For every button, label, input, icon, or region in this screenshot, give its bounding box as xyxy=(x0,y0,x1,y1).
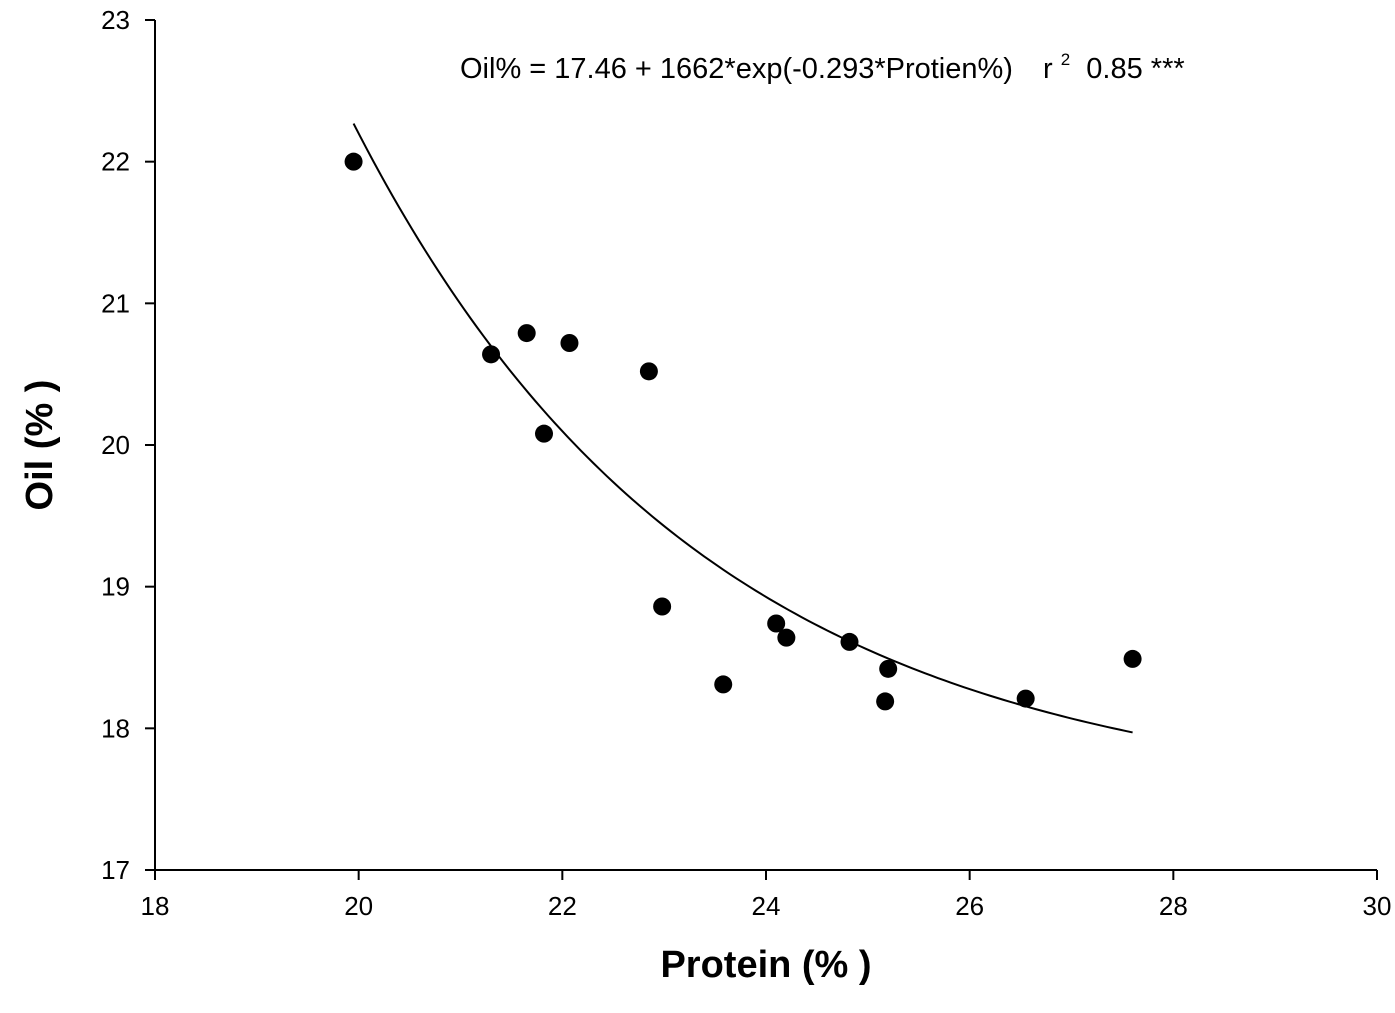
data-point-6 xyxy=(639,362,658,381)
x-tick-label-28: 28 xyxy=(1159,891,1188,921)
r-value: 0.85 *** xyxy=(1086,53,1184,85)
data-point-12 xyxy=(876,692,895,711)
data-point-1 xyxy=(344,152,363,171)
data-point-13 xyxy=(879,659,898,678)
data-point-5 xyxy=(560,334,579,352)
y-tick-label-21: 21 xyxy=(101,288,130,318)
x-tick-label-22: 22 xyxy=(548,891,577,921)
y-axis-title: Oil (% ) xyxy=(19,380,61,511)
y-tick-label-22: 22 xyxy=(101,147,130,177)
y-tick-label-19: 19 xyxy=(101,572,130,602)
x-tick-label-18: 18 xyxy=(141,891,170,921)
data-point-10 xyxy=(777,628,796,647)
data-point-3 xyxy=(517,324,536,343)
y-tick-label-18: 18 xyxy=(101,713,130,743)
data-point-9 xyxy=(767,614,786,633)
fit-equation-text: Oil% = 17.46 + 1662*exp(-0.293*Protien%) xyxy=(460,53,1013,85)
x-tick-label-24: 24 xyxy=(752,891,781,921)
fit-equation: Oil% = 17.46 + 1662*exp(-0.293*Protien%)… xyxy=(460,40,1185,85)
r-superscript: 2 xyxy=(1061,50,1070,69)
x-tick-label-20: 20 xyxy=(344,891,373,921)
y-tick-label-17: 17 xyxy=(101,855,130,885)
data-point-11 xyxy=(840,632,859,651)
ticks-layer: 18 20 22 24 26 28 30 17 18 19 20 21 22 23 xyxy=(101,5,1391,921)
data-point-7 xyxy=(653,597,672,616)
data-point-2 xyxy=(482,345,501,364)
x-tick-label-26: 26 xyxy=(955,891,984,921)
data-point-8 xyxy=(714,675,733,694)
fit-curve-line xyxy=(352,123,1133,734)
x-tick-label-30: 30 xyxy=(1363,891,1392,921)
data-points-layer xyxy=(344,152,1142,711)
fit-curve-layer xyxy=(352,123,1133,734)
r-label: r xyxy=(1043,53,1053,85)
data-point-4 xyxy=(535,424,554,443)
axes-layer xyxy=(154,20,1377,871)
y-tick-label-20: 20 xyxy=(101,430,130,460)
data-point-14 xyxy=(1016,689,1035,708)
y-tick-label-23: 23 xyxy=(101,5,130,35)
x-axis-title: Protein (% ) xyxy=(660,944,871,986)
data-point-15 xyxy=(1123,649,1142,668)
